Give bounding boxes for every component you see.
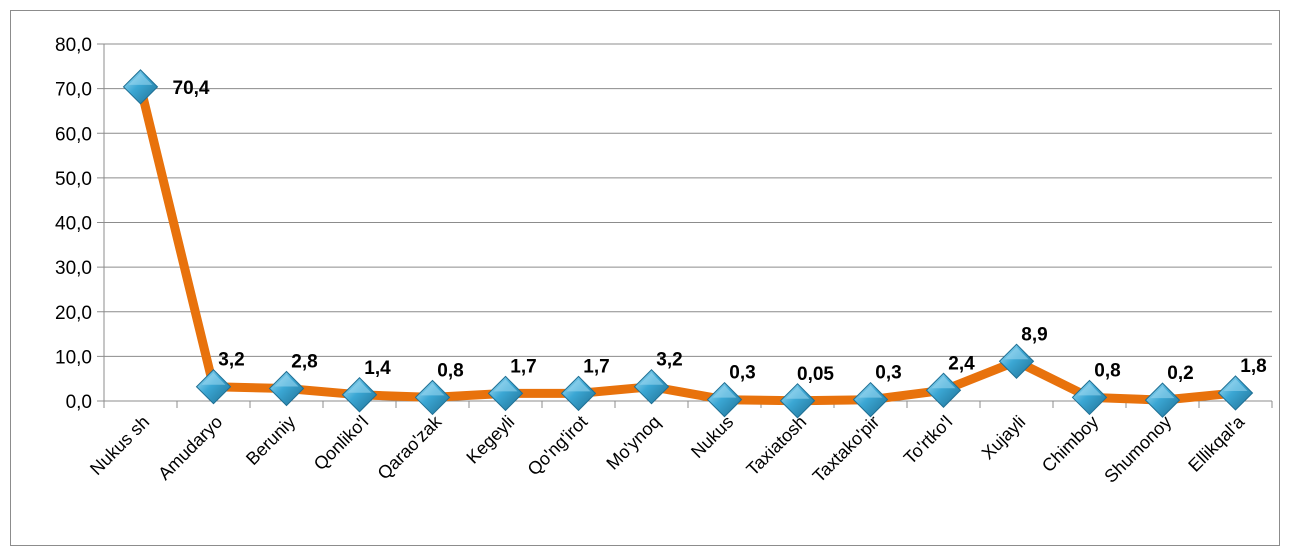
marker-body	[925, 372, 962, 408]
data-point-diamond-icon	[998, 343, 1035, 379]
marker-highlight	[931, 376, 956, 389]
data-point-diamond-icon	[633, 369, 670, 405]
marker-body	[268, 370, 305, 407]
data-label: 0,2	[1167, 363, 1193, 384]
marker-highlight	[639, 372, 664, 385]
marker-body	[1144, 382, 1181, 418]
marker-body	[779, 383, 816, 419]
x-category-label: To'rtko'l	[900, 412, 956, 468]
x-category-label: Mo'ynoq	[602, 412, 664, 474]
y-tick-label: 60,0	[55, 124, 92, 145]
x-category-label: Nukus	[687, 412, 737, 462]
marker-highlight	[858, 385, 883, 398]
marker-body	[195, 369, 232, 405]
data-label: 70,4	[173, 78, 210, 99]
data-label: 2,8	[291, 352, 317, 373]
series-markers	[122, 69, 1254, 419]
marker-highlight	[347, 380, 372, 393]
marker-highlight	[566, 379, 591, 392]
x-category-label: Chimboy	[1038, 412, 1102, 476]
gridlines	[104, 43, 1272, 357]
y-tick-label: 40,0	[55, 214, 92, 235]
marker-highlight	[493, 379, 518, 392]
marker-body	[122, 69, 159, 105]
marker-body	[633, 369, 670, 405]
data-labels: 70,4 3,2 2,8 1,4 0,8 1,7 1,7 3,2 0,3 0,05 0,3 2,4 8,…	[173, 78, 1267, 385]
marker-body	[852, 381, 889, 418]
data-label: 2,4	[948, 353, 975, 374]
data-point-diamond-icon	[925, 372, 962, 408]
data-label: 3,2	[656, 350, 682, 371]
y-tick-label: 80,0	[55, 35, 92, 56]
data-label: 3,2	[218, 350, 244, 371]
data-point-diamond-icon	[779, 383, 816, 419]
marker-highlight	[128, 72, 153, 85]
series-line	[136, 82, 1240, 406]
data-point-diamond-icon	[1071, 379, 1108, 416]
x-category-label: Taxtako'pir	[809, 412, 884, 487]
x-category-label: Ellikqal'a	[1184, 411, 1249, 476]
marker-body	[560, 375, 597, 412]
x-category-label: Shumonoy	[1100, 412, 1175, 487]
marker-highlight	[785, 386, 810, 399]
axes	[97, 43, 1273, 408]
y-axis-tick-labels: 0,0 10,0 20,0 30,0 40,0 50,0 60,0 70,0 80,0	[55, 35, 92, 413]
x-category-label: Kegeyli	[462, 412, 518, 468]
data-label: 0,05	[797, 364, 834, 385]
data-point-diamond-icon	[1217, 375, 1254, 411]
data-point-diamond-icon	[122, 69, 159, 105]
marker-body	[487, 375, 524, 412]
marker-highlight	[1223, 378, 1248, 391]
x-category-label: Xujayli	[978, 412, 1030, 464]
data-point-diamond-icon	[195, 369, 232, 405]
marker-highlight	[1004, 347, 1029, 360]
marker-body	[414, 379, 451, 416]
marker-body	[1071, 379, 1108, 416]
marker-highlight	[1150, 386, 1175, 399]
x-category-label: Taxiatosh	[742, 412, 810, 480]
marker-highlight	[1077, 383, 1102, 396]
data-point-diamond-icon	[1144, 382, 1181, 418]
marker-highlight	[420, 383, 445, 396]
marker-body	[998, 343, 1035, 379]
marker-highlight	[201, 372, 226, 385]
data-label: 1,4	[364, 358, 391, 379]
data-point-diamond-icon	[414, 379, 451, 416]
data-point-diamond-icon	[852, 381, 889, 418]
data-label: 1,7	[583, 356, 609, 377]
data-label: 1,7	[510, 356, 536, 377]
x-category-label: Nukus sh	[86, 412, 153, 479]
x-category-label: Qarao'zak	[374, 411, 446, 483]
y-tick-label: 0,0	[66, 392, 92, 413]
y-tick-label: 70,0	[55, 80, 92, 101]
y-tick-label: 10,0	[55, 347, 92, 368]
marker-body	[1217, 375, 1254, 411]
data-label: 0,3	[875, 363, 901, 384]
data-label: 1,8	[1240, 356, 1266, 377]
data-point-diamond-icon	[268, 370, 305, 407]
data-point-diamond-icon	[341, 377, 378, 413]
data-label: 0,8	[1094, 360, 1120, 381]
chart-frame	[10, 10, 1280, 546]
y-tick-label: 20,0	[55, 303, 92, 324]
marker-highlight	[274, 374, 299, 387]
data-label: 8,9	[1021, 324, 1047, 345]
x-axis-category-labels: Nukus sh Amudaryo Beruniy Qonliko'l Qarao'za…	[86, 411, 1249, 487]
data-point-diamond-icon	[487, 375, 524, 412]
marker-highlight	[712, 385, 737, 398]
marker-body	[706, 381, 743, 418]
x-category-label: Qonliko'l	[310, 412, 373, 475]
data-point-diamond-icon	[706, 381, 743, 418]
x-category-label: Beruniy	[242, 412, 299, 469]
y-tick-label: 50,0	[55, 169, 92, 190]
y-tick-label: 30,0	[55, 258, 92, 279]
x-category-label: Qo'ng'irot	[524, 412, 592, 480]
data-label: 0,8	[437, 360, 463, 381]
data-label: 0,3	[729, 363, 755, 384]
x-category-label: Amudaryo	[154, 412, 226, 484]
series-line-path	[136, 82, 1240, 406]
marker-body	[341, 377, 378, 413]
data-point-diamond-icon	[560, 375, 597, 412]
